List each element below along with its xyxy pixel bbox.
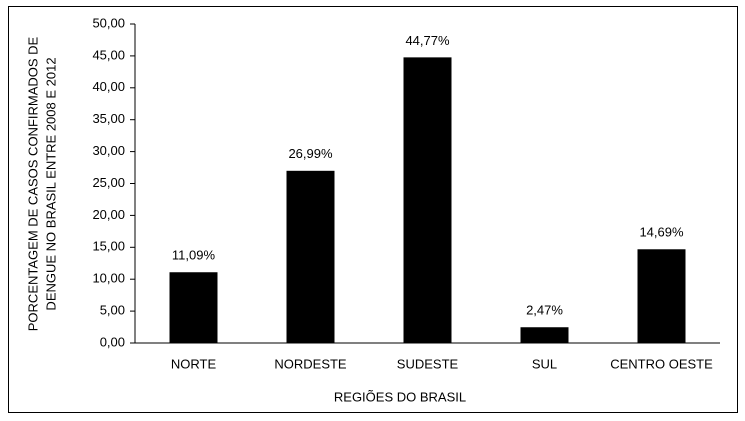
data-label: 26,99%	[288, 146, 333, 161]
x-tick-label: NORTE	[171, 356, 217, 371]
y-tick-label: 0,00	[100, 334, 125, 349]
x-tick-label: SUDESTE	[397, 356, 459, 371]
y-axis-title: DENGUE NO BRASIL ENTRE 2008 E 2012	[43, 57, 58, 310]
x-axis-title: REGIÕES DO BRASIL	[334, 389, 466, 404]
y-tick-label: 30,00	[92, 143, 125, 158]
bar	[637, 249, 686, 343]
y-tick-label: 20,00	[92, 207, 125, 222]
data-label: 14,69%	[639, 225, 684, 240]
y-tick-label: 15,00	[92, 239, 125, 254]
y-tick-label: 5,00	[100, 303, 125, 318]
y-tick-label: 45,00	[92, 47, 125, 62]
y-tick-label: 40,00	[92, 79, 125, 94]
bar	[286, 170, 335, 343]
chart-frame	[8, 6, 738, 413]
data-label: 44,77%	[405, 33, 450, 48]
y-tick-label: 10,00	[92, 271, 125, 286]
y-tick-label: 50,00	[92, 15, 125, 30]
x-tick-label: SUL	[532, 356, 557, 371]
x-tick-label: CENTRO OESTE	[610, 356, 713, 371]
data-label: 11,09%	[172, 248, 216, 263]
x-tick-label: NORDESTE	[274, 356, 347, 371]
data-label: 2,47%	[526, 303, 563, 318]
bar	[403, 57, 452, 343]
y-tick-label: 35,00	[92, 111, 125, 126]
bar	[169, 272, 218, 343]
y-axis-title: PORCENTAGEM DE CASOS CONFIRMADOS DE	[25, 36, 40, 331]
bar	[520, 327, 569, 343]
y-tick-label: 25,00	[92, 175, 125, 190]
